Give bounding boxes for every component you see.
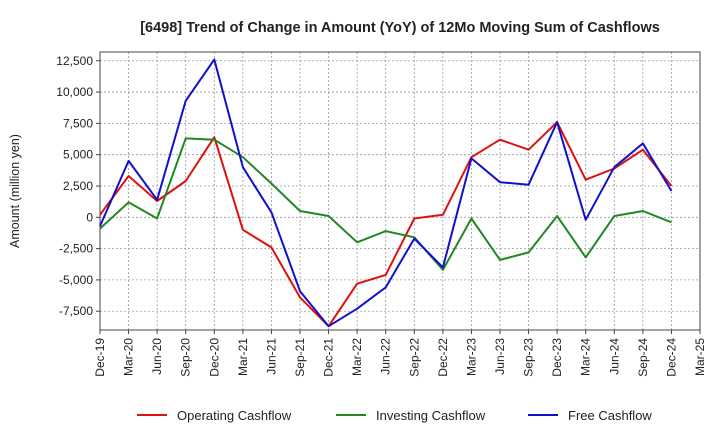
x-tick-label: Mar-21 [236, 338, 250, 376]
series-line-free-cashflow [99, 58, 673, 328]
x-tick-label: Mar-22 [350, 338, 364, 376]
legend-label-free-cashflow: Free Cashflow [568, 408, 652, 423]
x-tick-label: Jun-22 [379, 338, 393, 375]
x-tick-label: Sep-24 [636, 338, 650, 377]
x-tick-label: Dec-22 [436, 338, 450, 377]
y-tick-label: 0 [86, 210, 93, 224]
plot-area [99, 51, 701, 331]
x-tick-label: Dec-24 [664, 338, 678, 377]
x-tick-label: Sep-23 [522, 338, 536, 377]
y-tick-label: -2,500 [59, 242, 93, 256]
y-axis-ticks: -7,500 -5,000 -2,500 0 2,500 5,000 7,500 10,000… [56, 54, 100, 318]
y-tick-label: 7,500 [63, 116, 93, 130]
x-tick-label: Mar-24 [579, 338, 593, 376]
y-tick-label: 5,000 [63, 148, 93, 162]
legend-label-operating-cashflow: Operating Cashflow [177, 408, 292, 423]
x-tick-label: Mar-20 [122, 338, 136, 376]
x-tick-label: Jun-24 [607, 338, 621, 375]
x-tick-label: Dec-23 [550, 338, 564, 377]
y-tick-label: 12,500 [56, 54, 93, 68]
x-tick-label: Jun-20 [150, 338, 164, 375]
x-tick-label: Dec-21 [322, 338, 336, 377]
x-tick-label: Sep-21 [293, 338, 307, 377]
x-tick-label: Mar-25 [693, 338, 707, 376]
x-axis-ticks: Dec-19 Mar-20 Jun-20 Sep-20 Dec-20 Mar-21 Jun-… [93, 330, 707, 377]
series-line-operating-cashflow [99, 121, 673, 328]
x-tick-label: Sep-22 [407, 338, 421, 377]
x-tick-label: Jun-21 [264, 338, 278, 375]
grid [100, 52, 700, 330]
x-tick-label: Sep-20 [179, 338, 193, 377]
legend: Operating Cashflow Investing Cashflow Free… [137, 408, 652, 423]
series-lines [99, 58, 673, 328]
y-tick-label: -7,500 [59, 304, 93, 318]
y-tick-label: -5,000 [59, 273, 93, 287]
series-line-investing-cashflow [99, 137, 672, 271]
x-tick-label: Mar-23 [464, 338, 478, 376]
y-tick-label: 10,000 [56, 85, 93, 99]
x-tick-label: Jun-23 [493, 338, 507, 375]
y-tick-label: 2,500 [63, 179, 93, 193]
x-tick-label: Dec-19 [93, 338, 107, 377]
y-axis-label: Amount (million yen) [8, 134, 22, 248]
x-tick-label: Dec-20 [207, 338, 221, 377]
legend-label-investing-cashflow: Investing Cashflow [376, 408, 486, 423]
chart-title: [6498] Trend of Change in Amount (YoY) o… [140, 20, 660, 36]
